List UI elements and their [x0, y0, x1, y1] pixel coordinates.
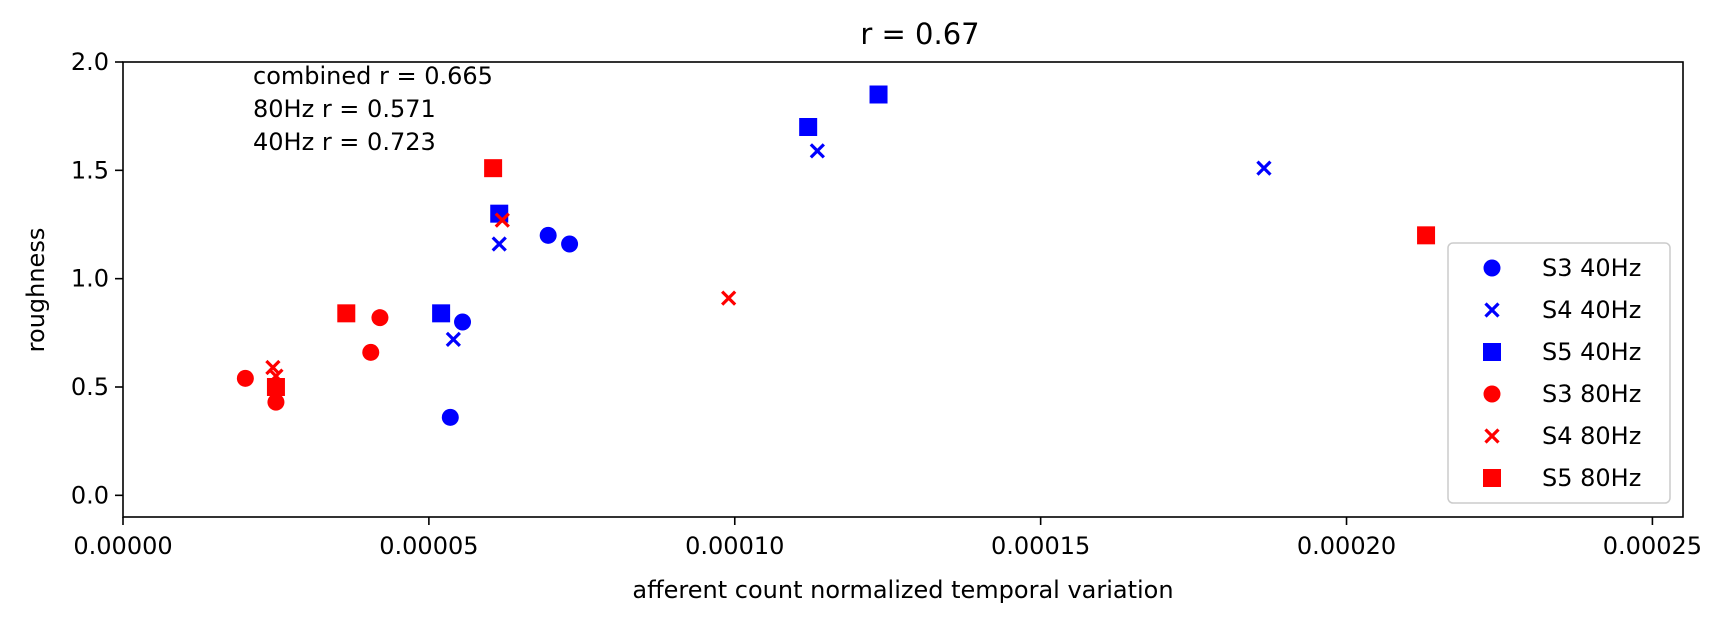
- annotation-1: 80Hz r = 0.571: [253, 95, 436, 123]
- plot-frame: [122, 61, 1684, 518]
- y-tick-label: 1.5: [71, 156, 109, 184]
- point-s3-80hz-3: [371, 309, 389, 327]
- point-s4-80hz-0: [265, 359, 281, 376]
- x-tick-label: 0.00005: [379, 532, 478, 560]
- x-tick-label: 0.00000: [73, 532, 172, 560]
- annotation-2: 40Hz r = 0.723: [253, 128, 436, 156]
- y-tick-label: 2.0: [71, 48, 109, 76]
- legend-marker-s4-40hz: [1484, 302, 1500, 318]
- x-tick-label: 0.00015: [991, 532, 1090, 560]
- point-s3-80hz-2: [362, 343, 380, 361]
- legend-label-s3-40hz: S3 40Hz: [1542, 254, 1641, 282]
- legend-marker-s3-80hz: [1483, 385, 1501, 403]
- point-s4-40hz-3: [1256, 160, 1272, 176]
- annotations: combined r = 0.665 80Hz r = 0.571 40Hz r =…: [253, 62, 493, 156]
- legend-marker-s3-40hz: [1483, 259, 1501, 277]
- legend-label-s5-80hz: S5 80Hz: [1542, 464, 1641, 492]
- legend-frame: [1447, 242, 1671, 504]
- y-axis: 0.0 0.5 1.0 1.5 2.0: [71, 48, 123, 509]
- point-s4-40hz-0: [445, 331, 461, 347]
- point-s5-80hz-2: [484, 159, 503, 178]
- point-s3-40hz-1: [454, 313, 472, 331]
- chart-title: r = 0.67: [860, 17, 979, 51]
- point-s5-40hz-1: [490, 204, 509, 223]
- plot-markers: [236, 85, 1436, 426]
- x-tick-label: 0.00010: [685, 532, 784, 560]
- point-s5-40hz-2: [799, 118, 818, 136]
- legend: S3 40Hz S4 40Hz S5 40Hz S3 80Hz S4 80Hz S5 80…: [1447, 242, 1671, 504]
- point-s3-40hz-2: [539, 226, 557, 244]
- x-axis: 0.00000 0.00005 0.00010 0.00015 0.00020 0.000…: [73, 517, 1702, 560]
- point-s4-40hz-2: [809, 143, 825, 159]
- legend-label-s5-40hz: S5 40Hz: [1542, 338, 1641, 366]
- legend-label-s4-80hz: S4 80Hz: [1542, 422, 1641, 450]
- x-tick-label: 0.00020: [1297, 532, 1396, 560]
- x-axis-label: afferent count normalized temporal varia…: [632, 576, 1173, 604]
- legend-marker-s5-80hz: [1483, 469, 1501, 487]
- y-axis-label: roughness: [22, 228, 50, 353]
- point-s5-40hz-0: [432, 304, 451, 323]
- point-s3-40hz-3: [561, 235, 579, 253]
- point-s5-80hz-0: [266, 378, 285, 396]
- legend-marker-s4-80hz: [1484, 428, 1500, 444]
- point-s4-80hz-3: [721, 290, 737, 306]
- y-tick-label: 0.5: [71, 373, 109, 401]
- point-s3-80hz-0: [236, 369, 254, 387]
- annotation-0: combined r = 0.665: [253, 62, 493, 90]
- x-tick-label: 0.00025: [1603, 532, 1702, 560]
- point-s3-40hz-0: [441, 408, 459, 426]
- point-s3-80hz-1: [267, 393, 285, 411]
- point-s4-40hz-1: [491, 236, 507, 252]
- legend-marker-s5-40hz: [1483, 343, 1501, 361]
- y-tick-label: 0.0: [71, 481, 109, 509]
- point-s5-80hz-1: [337, 304, 356, 323]
- legend-label-s3-80hz: S3 80Hz: [1542, 380, 1641, 408]
- y-tick-label: 1.0: [71, 265, 109, 293]
- legend-label-s4-40hz: S4 40Hz: [1542, 296, 1641, 324]
- point-s5-80hz-3: [1417, 226, 1436, 245]
- point-s5-40hz-3: [869, 85, 888, 104]
- point-s4-80hz-2: [494, 212, 510, 228]
